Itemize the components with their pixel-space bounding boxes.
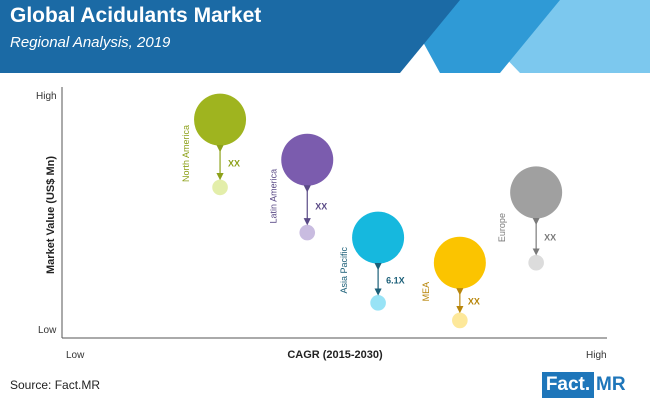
bubble-north-america-base <box>212 179 228 196</box>
logo-part-mr: MR <box>594 372 642 398</box>
page-subtitle: Regional Analysis, 2019 <box>10 34 171 51</box>
bubble-latin-america-current <box>281 133 334 186</box>
footer: Source: Fact.MR Fact. MR <box>0 370 650 403</box>
growth-label-latin-america: XX <box>315 201 327 211</box>
source-note: Source: Fact.MR <box>10 378 101 392</box>
growth-label-europe: XX <box>544 233 556 243</box>
growth-label-north-america: XX <box>228 159 240 169</box>
x-axis-label: CAGR (2015-2030) <box>287 349 383 361</box>
y-axis-label: Market Value (US$ Mn) <box>45 156 57 274</box>
chart-marks: XX North America XX Latin America 6.1X Asia P… <box>181 93 563 329</box>
banner-graphic <box>0 0 650 73</box>
bubble-mea-current <box>433 236 486 289</box>
y-tick-low: Low <box>38 325 57 336</box>
bubble-mea-base <box>452 312 468 329</box>
bubble-north-america-current <box>194 93 247 146</box>
factmr-logo: Fact. MR <box>542 372 642 398</box>
bubble-chart: High Low Low High CAGR (2015-2030) Marke… <box>36 87 607 361</box>
region-label-latin-america: Latin America <box>268 169 278 224</box>
bubble-europe-base <box>528 254 544 271</box>
region-label-europe: Europe <box>497 213 507 242</box>
x-tick-low: Low <box>66 350 85 361</box>
region-label-north-america: North America <box>181 125 191 182</box>
page-title: Global Acidulants Market <box>10 4 262 27</box>
growth-label-mea: XX <box>468 297 480 307</box>
x-tick-high: High <box>586 350 607 361</box>
bubble-asia-pacific-current <box>352 211 405 264</box>
y-tick-high: High <box>36 91 57 102</box>
region-label-asia-pacific: Asia Pacific <box>339 246 349 293</box>
growth-label-asia-pacific: 6.1X <box>386 275 405 285</box>
bubble-asia-pacific-base <box>370 295 386 311</box>
region-label-mea: MEA <box>421 282 431 302</box>
banner-band-dark <box>0 0 460 73</box>
bubble-europe-current <box>510 166 563 219</box>
logo-part-fact: Fact. <box>542 372 594 398</box>
bubble-latin-america-base <box>299 224 316 241</box>
header-banner: Global Acidulants Market Regional Analys… <box>0 0 650 73</box>
